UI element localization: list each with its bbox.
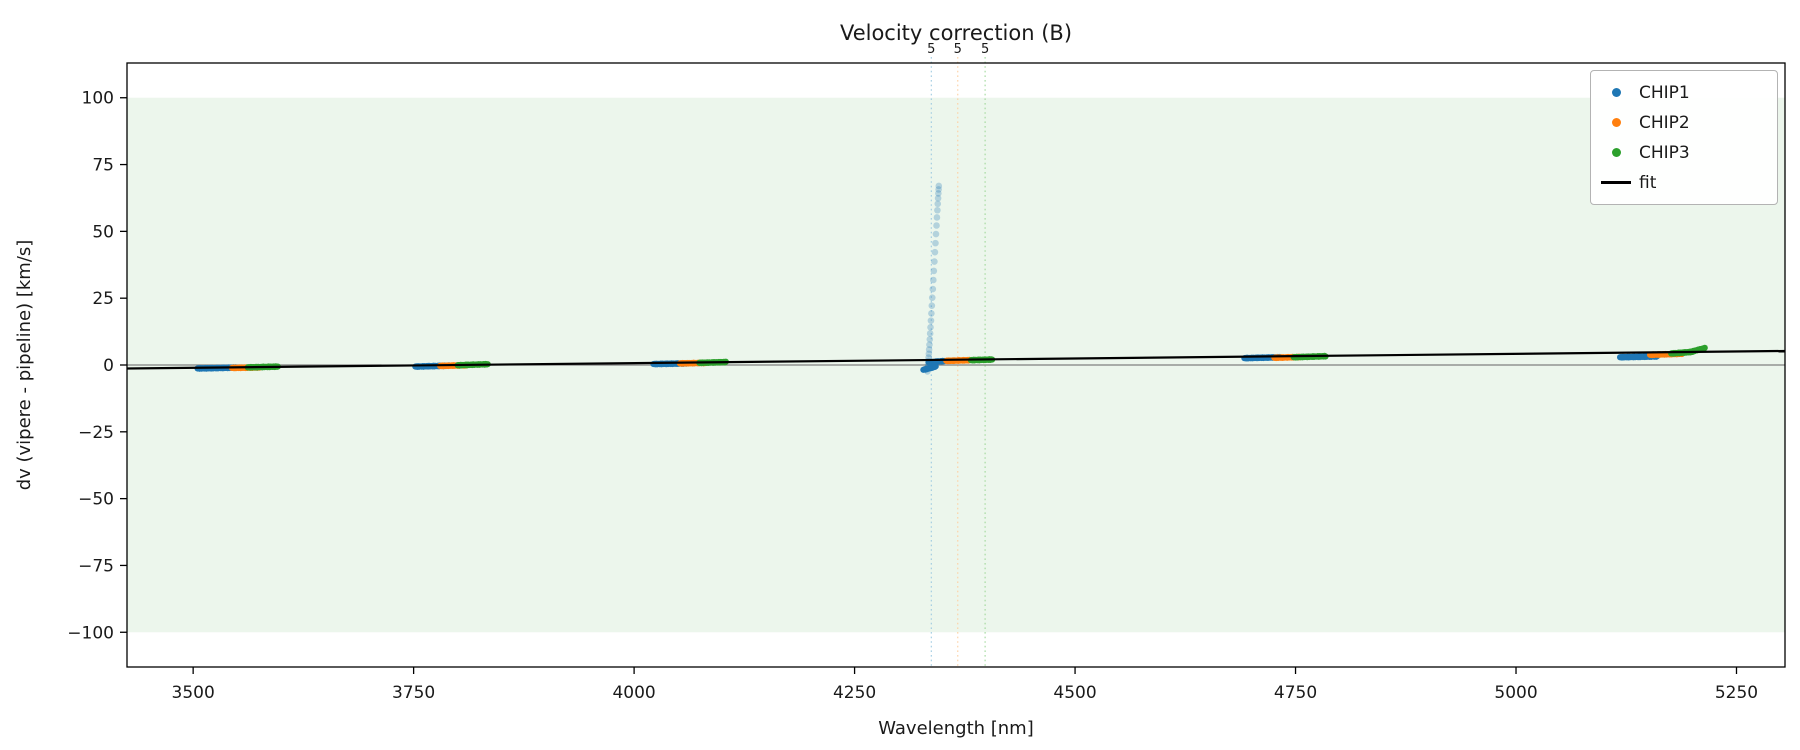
x-axis-label: Wavelength [nm] [878,718,1034,739]
plume-point [935,186,942,193]
plume-point [935,182,943,190]
legend-marker-chip2 [1611,118,1621,127]
vline-label: 5 [981,42,989,57]
legend: CHIP1 CHIP2 CHIP3 fit [1590,70,1778,205]
y-tick-label: 50 [92,222,114,242]
y-axis-label: dv (vipere - pipeline) [km/s] [14,240,35,491]
legend-label-fit: fit [1639,172,1657,193]
plume-point [934,200,942,208]
plume-point [930,267,938,275]
plume-point [927,317,935,324]
vline-label: 5 [954,42,962,57]
legend-label-chip2: CHIP2 [1639,112,1690,133]
y-tick-label: −100 [67,623,114,643]
y-tick-label: 25 [92,289,114,309]
plume-point [926,330,934,337]
x-tick-label: 5250 [1715,683,1758,703]
x-tick-label: 4250 [833,683,876,703]
x-tick-label: 4500 [1053,683,1096,703]
plume-point [931,248,939,256]
fit-line [126,349,1786,370]
legend-marker-fit [1601,181,1631,184]
plume-point [925,346,933,353]
plume-point [933,222,940,229]
plume-point [928,310,935,317]
legend-entry-chip2: CHIP2 [1599,110,1767,135]
y-tick-label: −75 [78,556,114,576]
plume-point [925,350,933,358]
y-tick-label: 0 [103,356,114,376]
plume-point [933,214,941,221]
x-tick-label: 4750 [1274,683,1317,703]
x-tick-label: 3750 [392,683,435,703]
legend-marker-chip1 [1611,88,1621,97]
plume-point [932,239,939,247]
plume-point [926,336,934,343]
legend-entry-fit: fit [1599,170,1767,195]
plume-point [929,285,937,293]
plume-point [928,302,936,309]
x-tick-label: 3500 [172,683,215,703]
plume-point [927,324,934,331]
legend-marker-box [1599,181,1633,184]
plume-point [931,258,938,265]
y-tick-label: 75 [92,156,114,176]
plume-point [930,276,937,284]
plume-point [934,194,942,202]
x-tick-label: 4000 [612,683,655,703]
x-tick-label: 5000 [1494,683,1537,703]
plume-point [935,190,942,197]
legend-entry-chip1: CHIP1 [1599,80,1767,105]
plume-point [926,341,933,348]
vline-label: 5 [927,42,935,57]
plume-point [932,230,940,238]
data-point-chip3 [1701,344,1708,351]
legend-marker-chip3 [1611,148,1621,157]
legend-marker-box [1599,118,1633,127]
legend-entry-chip3: CHIP3 [1599,140,1767,165]
y-tick-label: −25 [78,423,114,443]
plume-point [934,206,941,214]
y-tick-label: 100 [82,89,114,109]
legend-label-chip1: CHIP1 [1639,82,1690,103]
chart-title: Velocity correction (B) [840,21,1072,45]
legend-marker-box [1599,148,1633,157]
legend-label-chip3: CHIP3 [1639,142,1690,163]
plot-area: 5 5 5 3500 3750 4000 4250 4500 4750 5000 5250 −100 −… [67,42,1786,703]
legend-marker-box [1599,88,1633,97]
y-tick-label: −50 [78,490,114,510]
plume-point [928,294,936,301]
